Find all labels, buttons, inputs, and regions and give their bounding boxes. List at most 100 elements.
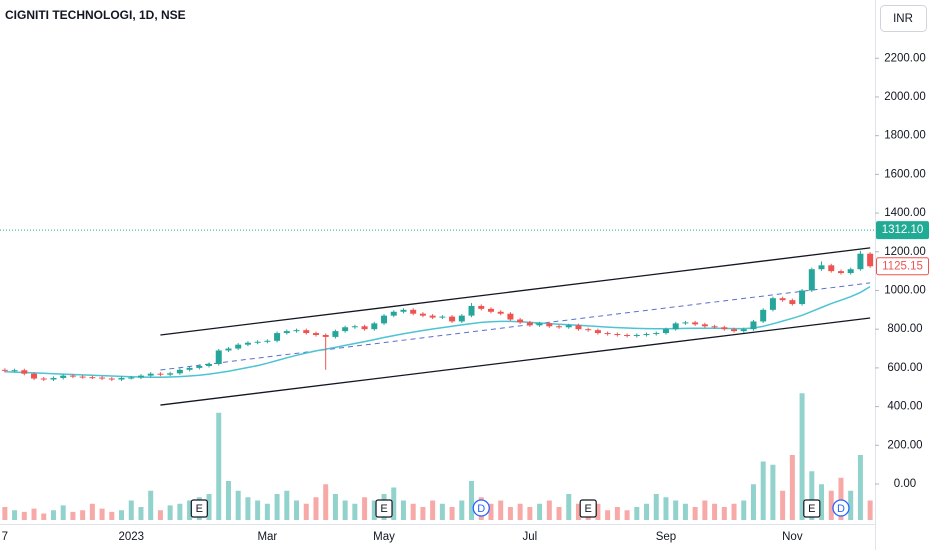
candle-body	[575, 325, 582, 330]
volume-bar	[157, 510, 163, 520]
y-tick-label: 1000.00	[884, 285, 926, 297]
dividend-label: D	[837, 503, 845, 515]
earnings-marker	[579, 499, 597, 518]
volume-bar	[362, 497, 368, 520]
volume-bar	[255, 500, 261, 520]
volume-bar	[595, 503, 601, 520]
candle-body	[235, 344, 242, 349]
volume-bar	[459, 500, 465, 520]
volume-bar	[400, 500, 406, 520]
x-tick-label: Sep	[656, 531, 676, 543]
volume-bar	[410, 503, 416, 520]
volume-bar	[371, 500, 377, 520]
volume-bar	[653, 494, 659, 520]
candle-body	[507, 313, 514, 320]
volume-bar	[342, 500, 348, 520]
volume-bar	[575, 503, 581, 520]
candle-body	[818, 265, 825, 270]
candle-body	[400, 309, 407, 312]
candle-body	[390, 311, 397, 316]
y-tick-label: 1200.00	[884, 246, 926, 258]
volume-bar	[245, 497, 251, 520]
candle-body	[847, 269, 854, 274]
candle-body	[137, 375, 144, 378]
y-tick-label: 1800.00	[884, 130, 926, 142]
y-tick-label: 200.00	[887, 439, 922, 451]
volume-bar	[624, 510, 630, 520]
volume-bar	[488, 503, 494, 520]
volume-bar	[614, 507, 620, 520]
volume-bar	[216, 412, 222, 520]
volume-bar	[313, 497, 319, 520]
candle-body	[458, 315, 465, 322]
candle-body	[779, 298, 786, 301]
candle-body	[196, 365, 203, 368]
candle-body	[517, 319, 524, 323]
volume-bar	[41, 513, 47, 520]
chart-title: CIGNITI TECHNOLOGI, 1D, NSE	[5, 8, 186, 22]
volume-bar	[60, 505, 66, 520]
volume-bar	[712, 503, 718, 520]
candle-body	[604, 333, 611, 335]
volume-bar	[682, 503, 688, 520]
x-tick-label: May	[373, 531, 395, 543]
volume-bar	[148, 490, 154, 520]
y-tick-label: 0.00	[894, 478, 916, 490]
volume-bar	[177, 503, 183, 520]
earnings-marker	[803, 499, 821, 518]
candle-body	[274, 333, 281, 341]
volume-bar	[566, 494, 572, 520]
candle-body	[332, 331, 339, 337]
volume-bar	[70, 511, 76, 520]
volume-bar	[556, 507, 562, 520]
candle-body	[682, 322, 689, 324]
y-tick-label: 1400.00	[884, 207, 926, 219]
candle-body	[692, 322, 699, 325]
earnings-marker	[190, 499, 208, 518]
volume-bar	[352, 503, 358, 520]
volume-bar	[644, 503, 650, 520]
y-tick-label: 2000.00	[884, 91, 926, 103]
volume-bar	[264, 503, 270, 520]
candle-body	[186, 367, 193, 370]
candle-body	[108, 378, 115, 380]
volume-bar	[323, 484, 329, 520]
volume-bar	[2, 507, 8, 520]
candle-body	[565, 325, 572, 328]
volume-bar	[420, 507, 426, 520]
volume-bar	[109, 511, 115, 520]
volume-bar	[838, 477, 844, 520]
volume-bar	[799, 393, 805, 520]
volume-bar	[138, 507, 144, 520]
candle-body	[760, 309, 767, 322]
volume-bar	[809, 471, 815, 520]
volume-bar	[770, 464, 776, 520]
candle-body	[672, 323, 679, 330]
candle-body	[662, 329, 669, 334]
candle-body	[711, 326, 718, 328]
volume-bar	[721, 507, 727, 520]
price-line-tag	[876, 221, 929, 240]
candle-body	[128, 377, 135, 379]
earnings-label: E	[585, 503, 592, 515]
candle-body	[264, 340, 271, 342]
volume-bar	[867, 500, 873, 520]
volume-bar	[439, 503, 445, 520]
currency-button[interactable]	[880, 5, 927, 32]
currency-label[interactable]: INR	[893, 13, 913, 25]
volume-bar	[819, 484, 825, 520]
x-tick-label: Mar	[257, 531, 277, 543]
candle-body	[351, 326, 358, 328]
candle-body	[21, 370, 28, 374]
candle-body	[828, 265, 835, 272]
candle-body	[546, 323, 553, 327]
candle-body	[99, 377, 106, 379]
volume-bar	[332, 494, 338, 520]
candle-body	[526, 322, 533, 326]
volume-bar	[702, 500, 708, 520]
candle-body	[487, 308, 494, 312]
candle-body	[497, 311, 504, 314]
candle-body	[371, 323, 378, 330]
candle-body	[89, 377, 96, 379]
